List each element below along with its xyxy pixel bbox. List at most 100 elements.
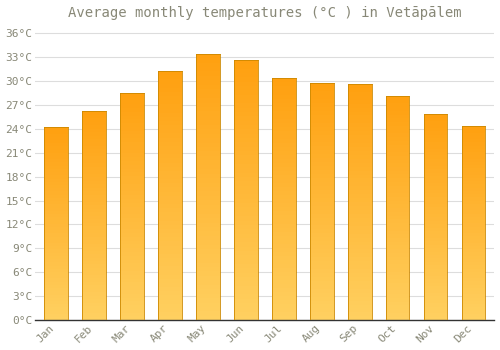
Bar: [462, 217, 485, 220]
Bar: [82, 205, 106, 209]
Bar: [44, 195, 68, 198]
Bar: [44, 217, 68, 220]
Bar: [310, 170, 334, 174]
Bar: [158, 71, 182, 75]
Bar: [44, 301, 68, 304]
Bar: [234, 195, 258, 199]
Bar: [44, 175, 68, 178]
Bar: [348, 238, 372, 241]
Bar: [82, 135, 106, 139]
Bar: [386, 189, 409, 193]
Bar: [310, 214, 334, 218]
Bar: [44, 143, 68, 146]
Bar: [348, 104, 372, 107]
Bar: [310, 257, 334, 261]
Bar: [310, 115, 334, 119]
Bar: [386, 298, 409, 302]
Bar: [82, 289, 106, 292]
Bar: [82, 212, 106, 216]
Bar: [310, 293, 334, 296]
Bar: [424, 279, 448, 282]
Bar: [348, 112, 372, 116]
Bar: [272, 228, 295, 232]
Bar: [234, 307, 258, 312]
Bar: [82, 299, 106, 303]
Bar: [82, 268, 106, 272]
Bar: [120, 275, 144, 279]
Bar: [462, 168, 485, 172]
Bar: [348, 202, 372, 206]
Bar: [120, 153, 144, 157]
Bar: [462, 191, 485, 194]
Bar: [44, 298, 68, 301]
Bar: [234, 147, 258, 151]
Bar: [348, 107, 372, 112]
Bar: [462, 130, 485, 133]
Bar: [120, 294, 144, 298]
Bar: [310, 178, 334, 182]
Bar: [82, 184, 106, 188]
Bar: [310, 218, 334, 222]
Bar: [462, 291, 485, 294]
Bar: [348, 190, 372, 194]
Bar: [234, 199, 258, 203]
Bar: [196, 289, 220, 294]
Bar: [234, 108, 258, 112]
Bar: [386, 201, 409, 204]
Bar: [120, 316, 144, 320]
Bar: [272, 272, 295, 276]
Bar: [462, 226, 485, 230]
Bar: [120, 119, 144, 123]
Bar: [272, 147, 295, 151]
Bar: [82, 160, 106, 163]
Bar: [462, 301, 485, 304]
Bar: [158, 125, 182, 129]
Bar: [386, 264, 409, 268]
Bar: [196, 191, 220, 196]
Bar: [196, 302, 220, 307]
Bar: [196, 89, 220, 94]
Bar: [348, 170, 372, 175]
Bar: [120, 256, 144, 260]
Bar: [386, 178, 409, 182]
Bar: [82, 174, 106, 177]
Bar: [158, 108, 182, 113]
Bar: [44, 317, 68, 320]
Bar: [234, 294, 258, 299]
Bar: [196, 249, 220, 254]
Bar: [386, 115, 409, 118]
Bar: [386, 137, 409, 141]
Bar: [120, 279, 144, 282]
Bar: [120, 237, 144, 241]
Bar: [310, 296, 334, 301]
Bar: [272, 167, 295, 171]
Bar: [462, 139, 485, 142]
Bar: [310, 139, 334, 142]
Bar: [82, 244, 106, 247]
Bar: [462, 298, 485, 301]
Bar: [386, 152, 409, 156]
Bar: [462, 239, 485, 243]
Bar: [82, 233, 106, 237]
Bar: [44, 291, 68, 294]
Bar: [158, 150, 182, 154]
Bar: [348, 308, 372, 313]
Bar: [158, 241, 182, 246]
Bar: [196, 138, 220, 142]
Bar: [82, 198, 106, 202]
Bar: [44, 156, 68, 159]
Bar: [120, 146, 144, 150]
Bar: [158, 200, 182, 204]
Bar: [348, 214, 372, 218]
Bar: [424, 135, 448, 138]
Bar: [196, 178, 220, 182]
Bar: [424, 162, 448, 166]
Bar: [234, 60, 258, 64]
Bar: [196, 307, 220, 312]
Bar: [348, 265, 372, 269]
Bar: [158, 304, 182, 308]
Bar: [310, 304, 334, 308]
Bar: [424, 262, 448, 265]
Bar: [120, 191, 144, 195]
Bar: [44, 230, 68, 233]
